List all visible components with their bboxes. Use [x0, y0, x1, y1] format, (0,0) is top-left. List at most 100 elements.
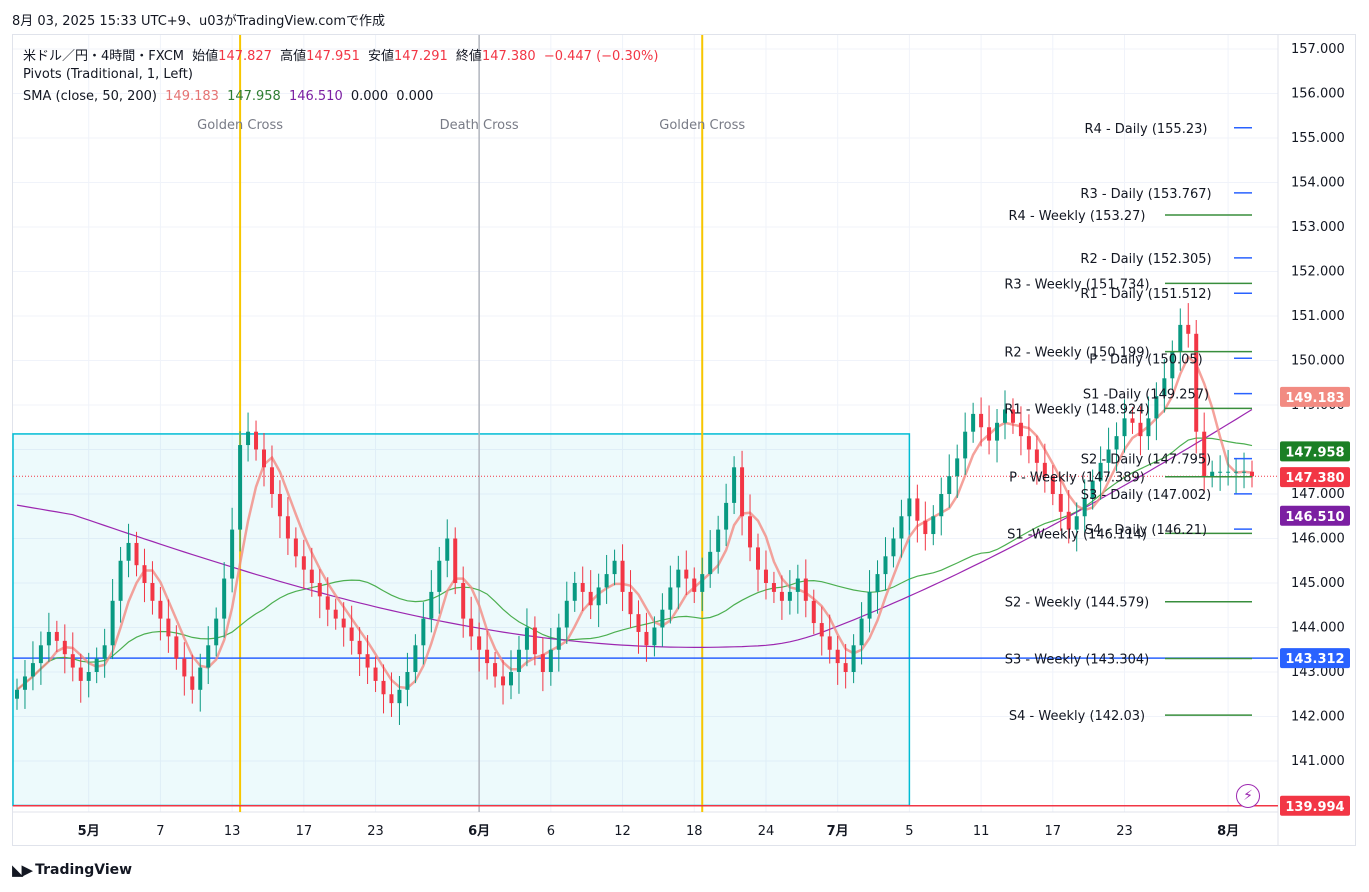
legend-sma-row[interactable]: SMA (close, 50, 200) 149.183 147.958 146…	[23, 89, 433, 104]
candle-body	[86, 672, 91, 681]
daily-pivot-label: R2 - Daily (152.305)	[1080, 252, 1211, 267]
candle-body	[859, 618, 864, 646]
legend-high: 147.951	[306, 49, 360, 64]
cross-label: Golden Cross	[197, 118, 283, 133]
candle-body	[30, 663, 35, 677]
legend-sma-4: 0.000	[350, 89, 389, 104]
tradingview-logo-text: TradingView	[35, 862, 133, 878]
candle-body	[835, 649, 840, 664]
candle-body	[867, 591, 872, 619]
candle-body	[987, 427, 992, 441]
legend-pivots-row[interactable]: Pivots (Traditional, 1, Left)	[23, 67, 193, 82]
y-tick-label: 151.000	[1291, 309, 1345, 324]
y-tick-label: 150.000	[1291, 354, 1345, 369]
candle-body	[62, 640, 67, 655]
candle-body	[453, 538, 458, 583]
candle-body	[668, 587, 673, 610]
candle-body	[827, 636, 832, 650]
x-tick-label: 5	[905, 824, 913, 839]
price-tag	[1280, 441, 1350, 462]
x-tick-label: 6月	[468, 824, 490, 839]
x-tick-label: 12	[614, 824, 631, 839]
legend-sma-mid: 147.958	[227, 89, 281, 104]
candle-body	[134, 542, 139, 566]
candle-body	[628, 591, 633, 615]
daily-pivot-label: S1 -Daily (149.257)	[1083, 388, 1209, 403]
x-tick-label: 17	[1045, 824, 1062, 839]
candle-body	[246, 431, 251, 446]
candle-body	[1034, 449, 1039, 463]
y-tick-label: 142.000	[1291, 710, 1345, 725]
candle-body	[38, 645, 43, 664]
candle-body	[222, 578, 227, 619]
candle-body	[1170, 351, 1175, 379]
lightning-icon[interactable]: ⚡	[1236, 784, 1260, 808]
candle-body	[1018, 422, 1023, 437]
cross-label: Golden Cross	[659, 118, 745, 133]
candle-body	[293, 538, 298, 557]
candle-body	[309, 569, 314, 583]
legend-sma-5: 0.000	[396, 89, 434, 104]
y-tick-label: 143.000	[1291, 665, 1345, 680]
candle-body	[1162, 378, 1167, 397]
candle-body	[126, 542, 131, 561]
candle-body	[333, 609, 338, 619]
x-tick-label: 23	[1116, 824, 1133, 839]
x-tick-label: 7	[156, 824, 164, 839]
candle-body	[1186, 324, 1191, 334]
candle-body	[1003, 409, 1007, 423]
candle-body	[995, 422, 1000, 441]
candle-body	[493, 663, 498, 677]
legend-symbol: 米ドル／円・4時間・FXCM	[23, 49, 185, 64]
weekly-pivot-label: R3 - Weekly (151.734)	[1004, 277, 1149, 292]
candle-body	[102, 645, 107, 659]
candle-body	[15, 689, 19, 699]
candle-body	[716, 529, 721, 552]
candle-body	[1226, 471, 1231, 473]
candle-body	[851, 645, 856, 672]
y-tick-label: 154.000	[1291, 176, 1345, 191]
weekly-pivot-label: S2 - Weekly (144.579)	[1005, 596, 1149, 611]
candle-body	[915, 498, 920, 521]
candle-body	[564, 600, 569, 628]
weekly-pivot-label: R1 - Weekly (148.924)	[1004, 402, 1149, 417]
sma-50-line	[16, 437, 1253, 691]
candle-body	[771, 583, 776, 592]
legend-sma-fast: 149.183	[165, 89, 219, 104]
price-tag	[1280, 467, 1350, 488]
y-tick-label: 157.000	[1291, 42, 1345, 57]
weekly-pivot-label: S3 - Weekly (143.304)	[1005, 652, 1149, 667]
candle-body	[230, 529, 235, 579]
candle-body	[1082, 498, 1087, 517]
weekly-pivot-label: P - Weekly (147.389)	[1009, 471, 1145, 486]
candle-body	[947, 476, 952, 494]
price-tag	[1280, 386, 1350, 407]
y-tick-label: 144.000	[1291, 621, 1345, 636]
price-tag-label: 147.380	[1285, 471, 1344, 486]
candle-body	[413, 645, 418, 672]
y-tick-label: 141.000	[1291, 754, 1345, 769]
tradingview-logo: ◣▶ TradingView	[12, 861, 132, 879]
daily-pivot-label: R1 - Daily (151.512)	[1080, 287, 1211, 302]
legend-change: −0.447 (−0.30%)	[543, 49, 659, 64]
price-tag-label: 143.312	[1285, 652, 1344, 667]
candle-body	[819, 623, 824, 637]
candle-body	[381, 680, 386, 695]
x-tick-label: 13	[224, 824, 241, 839]
candle-body	[532, 627, 537, 655]
candle-body	[1042, 462, 1047, 477]
candle-body	[1026, 436, 1031, 450]
candle-body	[843, 663, 848, 672]
candle-body	[1202, 431, 1207, 477]
candle-body	[620, 560, 625, 592]
legend-pivots: Pivots (Traditional, 1, Left)	[23, 67, 193, 82]
candle-body	[596, 587, 601, 606]
candle-body	[1050, 476, 1055, 494]
candle-body	[142, 565, 147, 583]
candle-body	[931, 516, 936, 535]
sma-200-line	[16, 408, 1253, 648]
candle-body	[485, 649, 490, 664]
legend-open-label: 始値	[192, 49, 219, 64]
drawing-rectangle	[12, 433, 911, 807]
